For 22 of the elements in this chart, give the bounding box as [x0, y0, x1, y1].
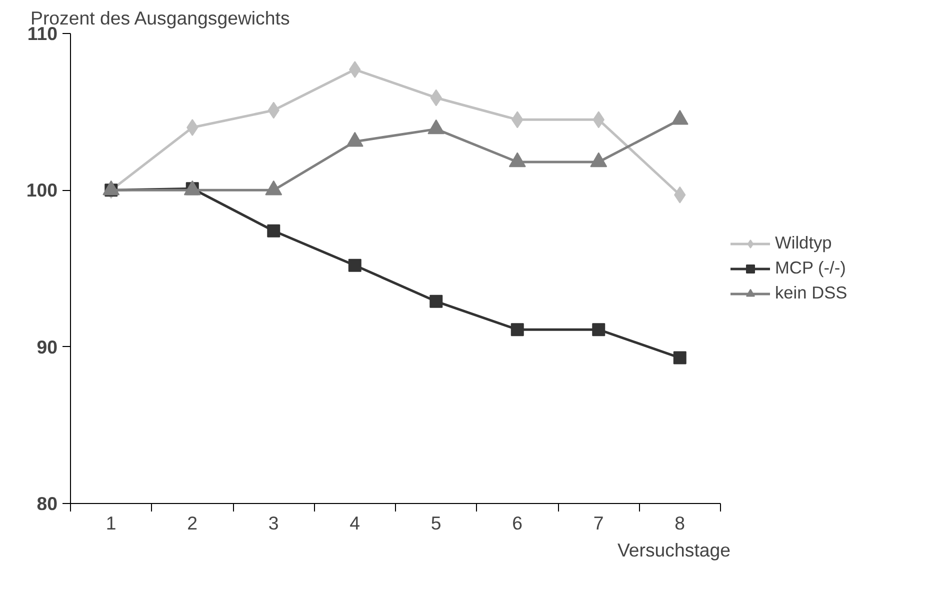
x-tick-label: 7: [593, 512, 604, 534]
point: [267, 224, 280, 238]
legend-label: kein DSS: [775, 282, 848, 304]
x-axis-title: Versuchstage: [617, 540, 731, 560]
x-tick-label: 8: [674, 512, 686, 534]
y-tick-label: 90: [36, 336, 58, 358]
legend-label: Wildtyp: [775, 232, 832, 254]
point: [186, 119, 198, 136]
point: [673, 351, 686, 364]
y-tick-label: 80: [36, 493, 58, 514]
point: [510, 323, 524, 336]
x-tick-label: 2: [187, 512, 198, 534]
point: [592, 323, 606, 336]
x-tick-label: 1: [106, 512, 116, 534]
x-tick-label: 6: [512, 512, 523, 534]
point: [348, 258, 362, 272]
legend-label: MCP (-/-): [775, 258, 846, 278]
point: [430, 294, 443, 308]
y-tick-label: 100: [26, 180, 58, 201]
x-tick-label: 3: [268, 512, 279, 534]
x-tick-label: 5: [430, 512, 442, 534]
x-tick-label: 4: [350, 512, 360, 534]
